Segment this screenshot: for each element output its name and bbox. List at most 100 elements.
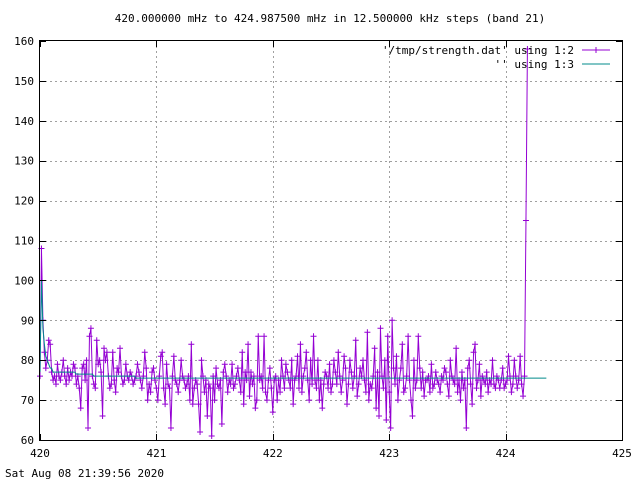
- data-point: [322, 369, 329, 376]
- data-point: [307, 357, 314, 364]
- data-point: [502, 381, 509, 388]
- data-point: [55, 373, 62, 380]
- data-point: [364, 329, 371, 336]
- data-point: [402, 385, 409, 392]
- data-point: [109, 349, 116, 356]
- data-point: [380, 385, 387, 392]
- data-point: [524, 45, 531, 52]
- data-point: [189, 401, 196, 408]
- data-point: [245, 341, 252, 348]
- x-tick-label: 420: [30, 447, 50, 460]
- data-point: [509, 381, 516, 388]
- y-tick-label: 150: [14, 75, 34, 88]
- data-point: [365, 397, 372, 404]
- data-point: [472, 341, 479, 348]
- data-point: [288, 357, 295, 364]
- data-point: [399, 341, 406, 348]
- data-point: [386, 389, 393, 396]
- data-point: [432, 369, 439, 376]
- legend-marker: [593, 47, 599, 53]
- data-point: [149, 369, 156, 376]
- y-tick-label: 140: [14, 115, 34, 128]
- data-point: [294, 353, 301, 360]
- data-point: [444, 381, 451, 388]
- data-point: [263, 397, 270, 404]
- data-point: [460, 385, 467, 392]
- data-point: [103, 349, 110, 356]
- x-tick-label: 421: [146, 447, 166, 460]
- axis-ticks: 60 70 80 90 100 110 120 130 140 150 160 420 421 422 42…: [14, 35, 632, 460]
- data-point: [242, 369, 249, 376]
- data-point: [393, 353, 400, 360]
- data-point: [93, 337, 100, 344]
- data-point: [477, 393, 484, 400]
- data-point: [389, 317, 396, 324]
- data-point: [61, 373, 68, 380]
- data-point: [348, 369, 355, 376]
- data-point: [79, 365, 86, 372]
- data-point: [429, 385, 436, 392]
- data-point: [69, 373, 76, 380]
- data-point: [195, 401, 202, 408]
- data-point: [259, 385, 266, 392]
- data-point: [483, 369, 490, 376]
- data-point: [360, 357, 367, 364]
- data-point: [119, 381, 126, 388]
- data-point: [390, 365, 397, 372]
- data-point: [53, 381, 60, 388]
- data-point: [310, 333, 317, 340]
- data-point: [316, 397, 323, 404]
- data-point: [301, 365, 308, 372]
- y-tick-label: 110: [14, 235, 34, 248]
- data-point: [213, 365, 220, 372]
- data-point: [416, 365, 423, 372]
- data-point: [346, 357, 353, 364]
- data-point: [435, 381, 442, 388]
- data-point: [278, 357, 285, 364]
- data-point: [287, 385, 294, 392]
- data-point: [428, 361, 435, 368]
- y-tick-label: 130: [14, 155, 34, 168]
- data-point: [367, 381, 374, 388]
- data-point: [482, 381, 489, 388]
- data-point: [514, 385, 521, 392]
- series-line: [39, 280, 547, 379]
- data-point: [144, 397, 151, 404]
- data-point: [354, 393, 361, 400]
- data-point: [297, 341, 304, 348]
- data-point: [101, 345, 108, 352]
- data-point: [371, 345, 378, 352]
- data-point: [518, 381, 525, 388]
- data-point: [405, 333, 412, 340]
- data-point: [54, 361, 61, 368]
- data-point: [306, 397, 313, 404]
- data-point: [125, 377, 132, 384]
- data-point: [451, 381, 458, 388]
- data-point: [82, 377, 89, 384]
- x-tick-label: 422: [263, 447, 283, 460]
- data-point: [314, 357, 321, 364]
- data-point: [167, 425, 174, 432]
- legend-label: '/tmp/strength.dat' using 1:2: [382, 44, 574, 57]
- data-point: [437, 389, 444, 396]
- data-point: [239, 349, 246, 356]
- data-point: [175, 389, 182, 396]
- data-point: [344, 401, 351, 408]
- data-point: [90, 381, 97, 388]
- data-point: [127, 369, 134, 376]
- data-point: [253, 397, 260, 404]
- data-point: [178, 357, 185, 364]
- data-point: [470, 349, 477, 356]
- data-point: [224, 389, 231, 396]
- data-point: [268, 385, 275, 392]
- data-point: [309, 381, 316, 388]
- data-point: [368, 385, 375, 392]
- y-tick-label: 80: [21, 354, 34, 367]
- data-point: [77, 405, 84, 412]
- data-point: [266, 365, 273, 372]
- data-point: [141, 349, 148, 356]
- data-point: [41, 349, 48, 356]
- data-point: [335, 349, 342, 356]
- y-tick-label: 160: [14, 35, 34, 48]
- data-point: [419, 369, 426, 376]
